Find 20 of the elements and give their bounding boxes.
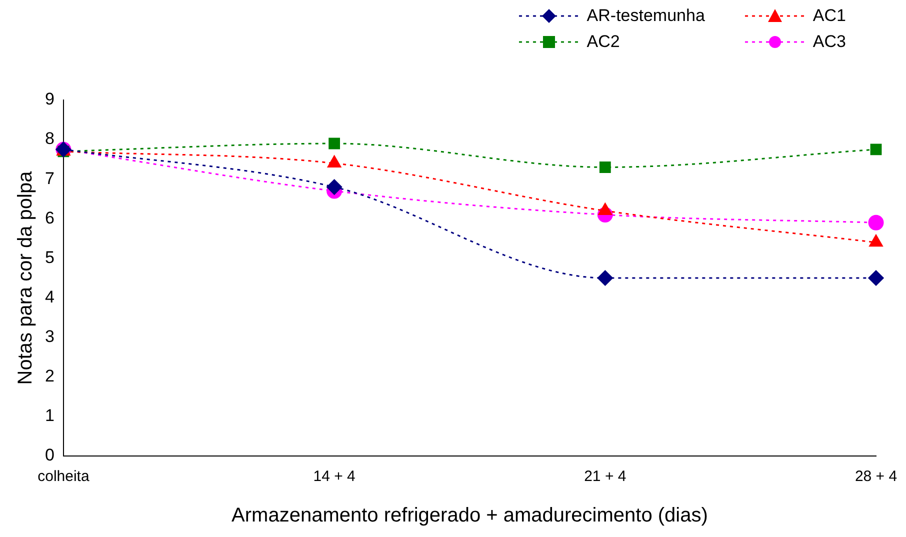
- y-axis-title: Notas para cor da polpa: [14, 170, 37, 385]
- legend-label: AC3: [812, 32, 846, 52]
- x-axis-title: Armazenamento refrigerado + amadurecimento (dias): [232, 504, 708, 527]
- x-tick-label: colheita: [38, 468, 90, 486]
- x-tick-label: 28 + 4: [854, 468, 898, 486]
- y-tick-label: 3: [44, 327, 54, 346]
- y-tick-label: 9: [44, 90, 54, 109]
- y-tick-label: 0: [44, 446, 54, 465]
- y-tick-label: 2: [44, 366, 54, 386]
- legend-label: AC2: [586, 32, 620, 52]
- legend-label: AR-testemunha: [586, 6, 705, 26]
- x-tick-label: 14 + 4: [313, 468, 356, 486]
- y-tick-label: 4: [44, 287, 54, 306]
- x-tick-label: 21 + 4: [584, 468, 626, 486]
- y-tick-label: 6: [44, 208, 54, 228]
- y-tick-label: 1: [44, 406, 54, 426]
- y-tick-label: 7: [44, 168, 54, 188]
- legend-label: AC1: [812, 6, 846, 26]
- y-tick-label: 5: [44, 248, 54, 267]
- y-tick-label: 8: [44, 129, 54, 148]
